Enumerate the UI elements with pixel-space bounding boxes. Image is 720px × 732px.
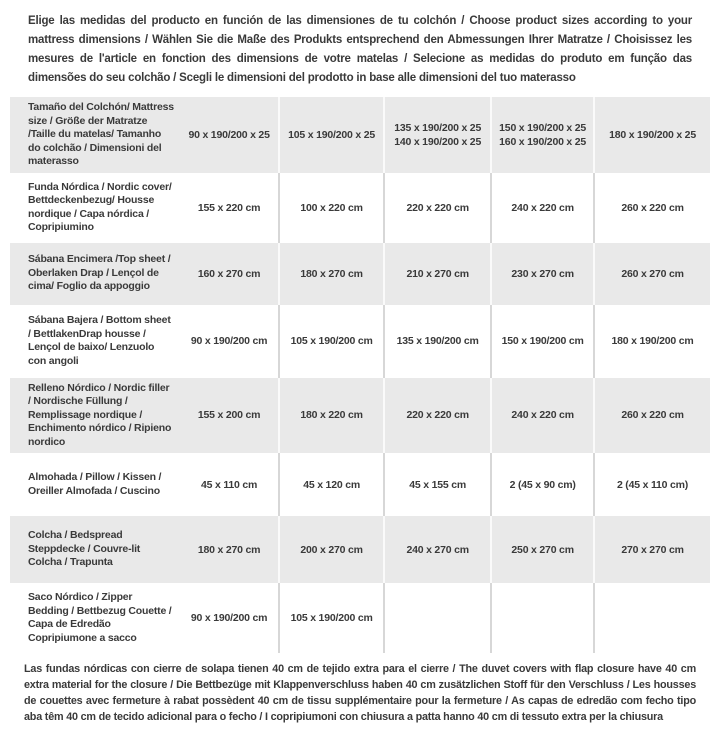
- size-value-cell: 230 x 270 cm: [490, 242, 593, 305]
- size-value-cell: 100 x 220 cm: [278, 172, 383, 243]
- size-value-cell: [593, 583, 710, 653]
- product-label-cell: Saco Nórdico / Zipper Bedding / Bettbezu…: [28, 591, 172, 644]
- size-value-cell: 180 x 220 cm: [278, 377, 383, 453]
- size-table: Tamaño del Colchón/ Mattress size / Größ…: [10, 97, 710, 653]
- size-value-cell: 240 x 270 cm: [383, 516, 490, 583]
- size-value-cell: 260 x 220 cm: [593, 172, 710, 243]
- size-value-cell: [490, 583, 593, 653]
- size-value-cell: 45 x 110 cm: [201, 478, 258, 491]
- size-value-cell: 150 x 190/200 cm: [490, 304, 593, 378]
- size-value-cell: 90 x 190/200 x 25: [188, 128, 270, 141]
- table-row-bottom-sheet: Sábana Bajera / Bottom sheet / Bettlaken…: [10, 304, 710, 378]
- product-label-cell: Almohada / Pillow / Kissen / Oreiller Al…: [28, 471, 162, 497]
- size-value-cell: 160 x 270 cm: [197, 267, 261, 280]
- table-row-zipper-bedding: Saco Nórdico / Zipper Bedding / Bettbezu…: [10, 583, 710, 653]
- product-label-cell: Colcha / Bedspread Steppdecke / Couvre-l…: [28, 529, 141, 569]
- size-value-cell: 105 x 190/200 cm: [278, 583, 383, 653]
- size-value-cell: 240 x 220 cm: [490, 377, 593, 453]
- size-value-cell: 2 (45 x 90 cm): [490, 453, 593, 516]
- table-row-bedspread: Colcha / Bedspread Steppdecke / Couvre-l…: [10, 516, 710, 583]
- product-label-cell: Tamaño del Colchón/ Mattress size / Größ…: [28, 101, 174, 167]
- size-value-cell: 2 (45 x 110 cm): [593, 453, 710, 516]
- size-value-cell: 150 x 190/200 x 25 160 x 190/200 x 25: [490, 97, 593, 173]
- table-row-nordic-filler: Relleno Nórdico / Nordic filler / Nordis…: [10, 377, 710, 453]
- size-value-cell: 270 x 270 cm: [593, 516, 710, 583]
- size-value-cell: 90 x 190/200 cm: [190, 335, 268, 347]
- intro-text: Elige las medidas del producto en funció…: [28, 15, 692, 84]
- product-label-cell: Sábana Encimera /Top sheet / Oberlaken D…: [28, 253, 171, 293]
- product-label-cell: Sábana Bajera / Bottom sheet / Bettlaken…: [28, 314, 171, 367]
- size-value-cell: 135 x 190/200 cm: [383, 304, 490, 378]
- size-value-cell: 250 x 270 cm: [490, 516, 593, 583]
- size-guide-page: Elige las medidas del producto en funció…: [0, 12, 720, 732]
- size-value-cell: 260 x 220 cm: [593, 377, 710, 453]
- size-value-cell: 210 x 270 cm: [383, 242, 490, 305]
- size-value-cell: 180 x 190/200 cm: [593, 304, 710, 378]
- size-value-cell: 260 x 270 cm: [593, 242, 710, 305]
- size-value-cell: 240 x 220 cm: [490, 172, 593, 243]
- size-value-cell: 220 x 220 cm: [383, 172, 490, 243]
- size-value-cell: [383, 583, 490, 653]
- size-value-cell: 45 x 120 cm: [278, 453, 383, 516]
- size-value-cell: 105 x 190/200 cm: [278, 304, 383, 378]
- size-value-cell: 180 x 270 cm: [197, 543, 261, 556]
- product-label-cell: Funda Nórdica / Nordic cover/ Bettdecken…: [28, 180, 172, 234]
- table-row-top-sheet: Sábana Encimera /Top sheet / Oberlaken D…: [10, 242, 710, 305]
- size-value-cell: 180 x 190/200 x 25: [593, 97, 710, 173]
- table-row-pillow: Almohada / Pillow / Kissen / Oreiller Al…: [10, 453, 710, 516]
- product-label-cell: Relleno Nórdico / Nordic filler / Nordis…: [28, 381, 172, 448]
- size-value-cell: 155 x 200 cm: [197, 409, 261, 422]
- footnote-text: Las fundas nórdicas con cierre de solapa…: [24, 663, 696, 723]
- size-value-cell: 105 x 190/200 x 25: [278, 97, 383, 173]
- size-value-cell: 155 x 220 cm: [197, 201, 261, 214]
- size-value-cell: 200 x 270 cm: [278, 516, 383, 583]
- size-value-cell: 180 x 270 cm: [278, 242, 383, 305]
- size-value-cell: 45 x 155 cm: [383, 453, 490, 516]
- size-value-cell: 220 x 220 cm: [383, 377, 490, 453]
- size-value-cell: 135 x 190/200 x 25 140 x 190/200 x 25: [383, 97, 490, 173]
- size-value-cell: 90 x 190/200 cm: [190, 612, 268, 624]
- table-row-mattress-size: Tamaño del Colchón/ Mattress size / Größ…: [10, 97, 710, 173]
- table-row-nordic-cover: Funda Nórdica / Nordic cover/ Bettdecken…: [10, 172, 710, 243]
